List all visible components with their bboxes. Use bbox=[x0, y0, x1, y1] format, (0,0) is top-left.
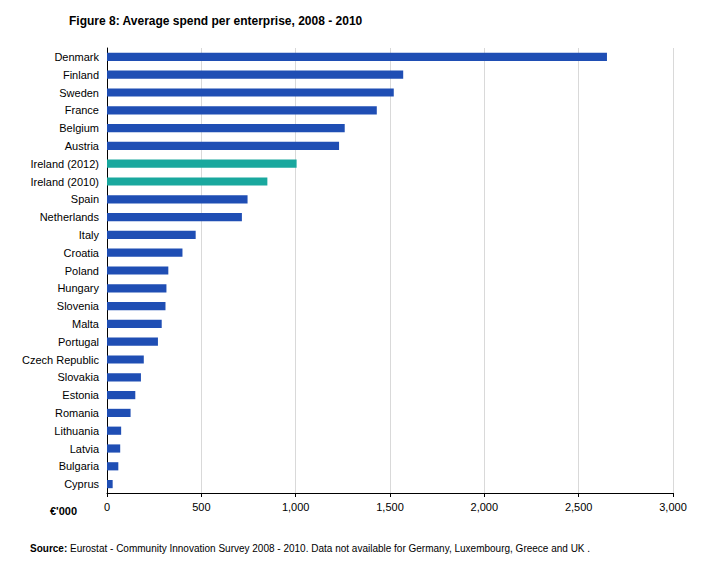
svg-text:Slovakia: Slovakia bbox=[57, 371, 99, 383]
svg-text:Sweden: Sweden bbox=[59, 87, 99, 99]
svg-text:Slovenia: Slovenia bbox=[57, 300, 100, 312]
svg-text:France: France bbox=[65, 104, 99, 116]
svg-text:3,000: 3,000 bbox=[659, 501, 687, 513]
svg-text:Portugal: Portugal bbox=[58, 336, 99, 348]
svg-text:Croatia: Croatia bbox=[64, 247, 100, 259]
svg-text:Czech Republic: Czech Republic bbox=[22, 354, 100, 366]
svg-text:Austria: Austria bbox=[65, 140, 100, 152]
svg-text:Cyprus: Cyprus bbox=[64, 478, 99, 490]
svg-text:Bulgaria: Bulgaria bbox=[59, 460, 100, 472]
svg-text:500: 500 bbox=[192, 501, 210, 513]
svg-text:Romania: Romania bbox=[55, 407, 100, 419]
svg-text:0: 0 bbox=[104, 501, 110, 513]
svg-text:Lithuania: Lithuania bbox=[54, 425, 100, 437]
svg-text:Hungary: Hungary bbox=[57, 282, 99, 294]
svg-text:Spain: Spain bbox=[71, 193, 99, 205]
svg-text:2,500: 2,500 bbox=[565, 501, 593, 513]
svg-text:Denmark: Denmark bbox=[54, 51, 99, 63]
svg-text:1,000: 1,000 bbox=[282, 501, 310, 513]
svg-text:Ireland (2010): Ireland (2010) bbox=[31, 176, 100, 188]
svg-text:Belgium: Belgium bbox=[59, 122, 99, 134]
svg-text:Figure 8: Average spend per en: Figure 8: Average spend per enterprise, … bbox=[69, 14, 363, 28]
svg-text:1,500: 1,500 bbox=[376, 501, 404, 513]
svg-text:Poland: Poland bbox=[65, 265, 99, 277]
svg-text:Ireland (2012): Ireland (2012) bbox=[31, 158, 100, 170]
svg-text:Italy: Italy bbox=[79, 229, 100, 241]
svg-text:Malta: Malta bbox=[72, 318, 100, 330]
svg-text:Finland: Finland bbox=[63, 69, 99, 81]
svg-text:Source:: Source: bbox=[30, 543, 67, 554]
svg-text:Netherlands: Netherlands bbox=[40, 211, 100, 223]
svg-text:Estonia: Estonia bbox=[62, 389, 100, 401]
svg-text:Eurostat - Community Innovatio: Eurostat - Community Innovation Survey 2… bbox=[67, 543, 590, 554]
svg-text:2,000: 2,000 bbox=[471, 501, 499, 513]
svg-text:€'000: €'000 bbox=[50, 505, 77, 517]
svg-text:Latvia: Latvia bbox=[70, 443, 100, 455]
